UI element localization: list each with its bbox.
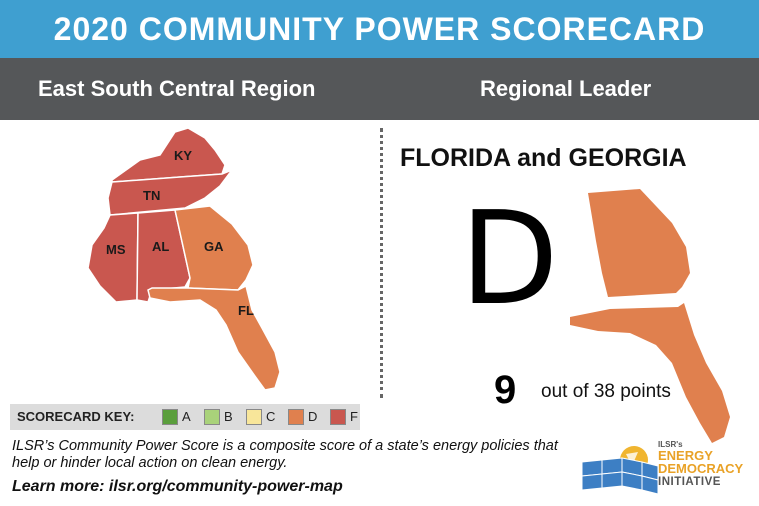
logo-line-1: ENERGY [658,448,713,463]
leader-grade: D [460,185,559,334]
region-map: KY TN MS AL GA FL [87,127,281,391]
state-label-ga: GA [204,239,224,254]
leader-points-text: out of 38 points [541,381,671,402]
key-letter-c: C [266,409,276,424]
logo-line-2: DEMOCRACY [658,461,744,476]
scorecard-key: SCORECARD KEY: A B C D F [10,404,360,430]
state-fl [147,284,281,391]
leader-heading: Regional Leader [480,76,652,101]
leader-states-map [570,189,730,443]
state-label-fl: FL [238,303,254,318]
key-letter-f: F [350,409,358,424]
leader-georgia-shape [588,189,690,297]
key-swatch-a [162,409,178,425]
scorecard-key-title: SCORECARD KEY: [17,409,135,424]
state-ms [87,212,139,303]
state-label-tn: TN [143,188,160,203]
leader-florida-shape [570,303,730,443]
leader-states: FLORIDA and GEORGIA [400,144,687,172]
key-swatch-b [204,409,220,425]
key-swatch-f [330,409,346,425]
state-ga [174,205,254,291]
logo-line-3: INITIATIVE [658,476,721,488]
state-ky [111,127,226,183]
state-label-ms: MS [106,242,126,257]
page-title: 2020 COMMUNITY POWER SCORECARD [53,11,706,47]
state-tn [107,168,235,216]
region-name: East South Central Region [38,76,316,101]
key-swatch-c [246,409,262,425]
score-description: ILSR’s Community Power Score is a compos… [12,438,558,471]
learn-more-link[interactable]: Learn more: ilsr.org/community-power-map [12,478,343,495]
key-letter-b: B [224,409,233,424]
key-swatch-d [288,409,304,425]
section-divider [380,128,383,398]
leader-points: 9 [494,368,517,412]
solar-panel-logo-icon [582,446,659,494]
logo-org-small: ILSR's [658,440,683,449]
state-label-al: AL [152,239,169,254]
state-label-ky: KY [174,148,192,163]
subheader-bar: East South Central Region Regional Leade… [0,58,759,120]
key-letter-a: A [182,409,191,424]
key-letter-d: D [308,409,318,424]
title-banner: 2020 COMMUNITY POWER SCORECARD [0,0,759,58]
